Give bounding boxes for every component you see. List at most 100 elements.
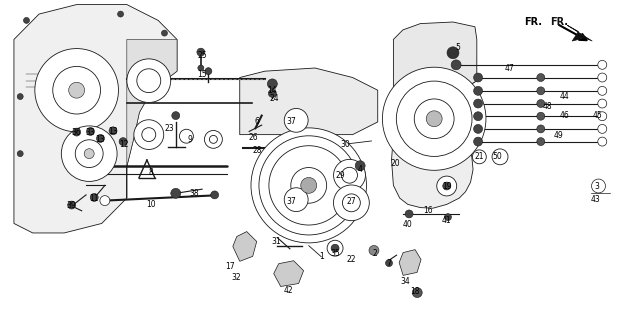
Circle shape [412, 288, 422, 298]
Text: 13: 13 [96, 135, 105, 144]
Text: 8: 8 [148, 168, 153, 177]
Text: 40: 40 [403, 220, 413, 228]
Text: 26: 26 [249, 133, 258, 142]
Polygon shape [240, 68, 378, 135]
Circle shape [598, 124, 607, 133]
Circle shape [427, 111, 442, 127]
Text: 28: 28 [253, 146, 262, 155]
Text: 6: 6 [255, 117, 260, 126]
Text: 41: 41 [442, 216, 452, 225]
Text: 4: 4 [358, 165, 363, 174]
Circle shape [291, 168, 326, 203]
Circle shape [17, 93, 23, 100]
Circle shape [284, 108, 308, 132]
Text: 30: 30 [340, 140, 350, 149]
Circle shape [537, 112, 545, 120]
Text: 42: 42 [284, 285, 294, 295]
Text: 22: 22 [346, 255, 356, 264]
Circle shape [137, 69, 161, 92]
Text: 44: 44 [560, 92, 570, 101]
Circle shape [118, 11, 123, 17]
Text: 11: 11 [89, 194, 99, 203]
Text: 2: 2 [373, 249, 377, 258]
Circle shape [331, 244, 339, 252]
Text: 46: 46 [560, 111, 570, 120]
Text: 39: 39 [67, 202, 76, 211]
Circle shape [69, 82, 84, 98]
Circle shape [382, 67, 486, 170]
Circle shape [592, 179, 605, 193]
Text: FR.: FR. [524, 17, 542, 27]
Circle shape [84, 149, 94, 159]
Circle shape [172, 112, 180, 120]
Text: 25: 25 [197, 52, 207, 60]
Text: 7: 7 [387, 259, 391, 268]
Text: 1: 1 [319, 252, 324, 261]
Text: 27: 27 [346, 197, 356, 206]
Polygon shape [273, 261, 304, 286]
Circle shape [598, 86, 607, 95]
Circle shape [472, 150, 486, 164]
Circle shape [443, 182, 450, 190]
Text: 37: 37 [286, 197, 296, 206]
Circle shape [284, 188, 308, 212]
Circle shape [72, 128, 81, 136]
Text: 35: 35 [330, 249, 340, 258]
Text: 36: 36 [72, 128, 81, 137]
Circle shape [474, 86, 483, 95]
Circle shape [17, 151, 23, 156]
Circle shape [598, 137, 607, 146]
Circle shape [396, 81, 472, 156]
Text: 49: 49 [554, 131, 563, 140]
Circle shape [204, 131, 222, 148]
Circle shape [404, 89, 464, 148]
Text: 13: 13 [108, 127, 118, 136]
Circle shape [96, 134, 105, 142]
Circle shape [197, 48, 205, 56]
Text: 38: 38 [190, 189, 199, 198]
Circle shape [474, 124, 483, 133]
Circle shape [419, 104, 449, 134]
Circle shape [598, 73, 607, 82]
Circle shape [405, 210, 413, 218]
Polygon shape [391, 30, 477, 208]
Text: 21: 21 [474, 152, 484, 161]
Circle shape [268, 89, 277, 97]
Circle shape [205, 68, 212, 75]
Circle shape [415, 99, 454, 139]
Circle shape [142, 128, 156, 141]
Text: FR.: FR. [550, 17, 568, 27]
Circle shape [492, 149, 508, 165]
Polygon shape [127, 39, 177, 198]
Circle shape [445, 214, 452, 220]
Circle shape [259, 136, 358, 235]
Text: 17: 17 [226, 262, 235, 271]
Circle shape [537, 100, 545, 108]
Circle shape [251, 128, 367, 243]
Circle shape [134, 120, 164, 149]
Text: 45: 45 [592, 111, 602, 120]
Circle shape [61, 126, 117, 181]
Circle shape [537, 87, 545, 95]
Circle shape [161, 30, 168, 36]
Text: 3: 3 [595, 182, 600, 191]
Circle shape [209, 135, 217, 143]
Text: 32: 32 [232, 273, 241, 282]
Circle shape [35, 49, 118, 132]
Circle shape [333, 185, 369, 221]
Circle shape [369, 245, 379, 255]
Circle shape [269, 146, 348, 225]
Polygon shape [399, 250, 421, 276]
Text: 33: 33 [86, 128, 95, 137]
Circle shape [474, 99, 483, 108]
Text: 31: 31 [272, 237, 281, 246]
Circle shape [341, 167, 357, 183]
Text: 14: 14 [268, 86, 277, 95]
Circle shape [109, 127, 117, 135]
Circle shape [437, 176, 457, 196]
Polygon shape [14, 4, 177, 233]
Circle shape [210, 191, 219, 199]
Circle shape [327, 240, 343, 256]
Circle shape [86, 127, 94, 135]
Circle shape [333, 159, 365, 191]
